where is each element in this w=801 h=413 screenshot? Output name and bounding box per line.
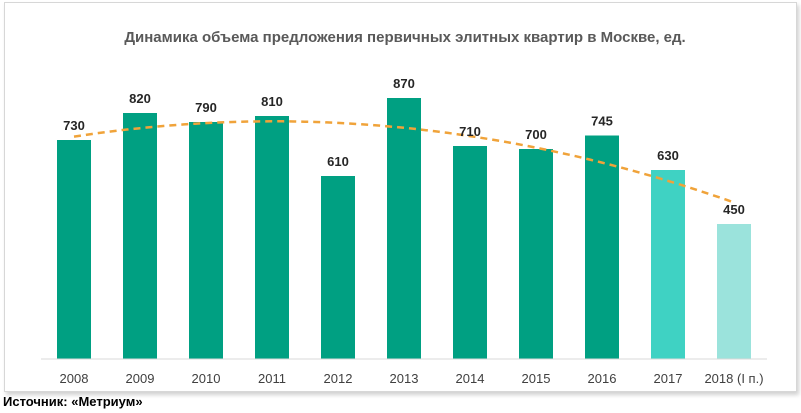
bar-2018	[717, 224, 751, 359]
value-label-2009: 820	[129, 91, 151, 106]
bar-2017	[651, 170, 685, 359]
bar-2015	[519, 149, 553, 359]
x-tick-label-2017: 2017	[654, 371, 683, 386]
value-label-2014: 710	[459, 124, 481, 139]
value-labels-group: 730 820 790 810 610 870 710 700 745 630 450	[63, 76, 745, 217]
source-note: Источник: «Метриум»	[3, 394, 143, 409]
bar-2011	[255, 116, 289, 359]
value-label-2015: 700	[525, 127, 547, 142]
bar-2012	[321, 176, 355, 359]
x-tick-label-2008: 2008	[60, 371, 89, 386]
bar-2013	[387, 98, 421, 359]
value-label-2018: 450	[723, 202, 745, 217]
x-tick-label-2014: 2014	[456, 371, 485, 386]
x-tick-labels-group: 2008 2009 2010 2011 2012 2013 2014 2015 2016 2017…	[60, 371, 764, 386]
value-label-2008: 730	[63, 118, 85, 133]
value-label-2017: 630	[657, 148, 679, 163]
x-tick-label-2016: 2016	[588, 371, 617, 386]
x-tick-label-2012: 2012	[324, 371, 353, 386]
x-tick-label-2011: 2011	[258, 371, 286, 386]
bar-chart: Динамика объема предложения первичных эл…	[41, 29, 767, 386]
chart-frame: Динамика объема предложения первичных эл…	[4, 2, 797, 392]
bar-2010	[189, 122, 223, 359]
trend-line	[73, 120, 735, 204]
bar-2016	[585, 135, 619, 359]
value-label-2010: 790	[195, 100, 217, 115]
bar-2008	[57, 140, 91, 359]
value-label-2012: 610	[327, 154, 349, 169]
x-tick-label-2013: 2013	[390, 371, 419, 386]
x-tick-label-2009: 2009	[126, 371, 155, 386]
bar-2009	[123, 113, 157, 359]
bars-group	[57, 98, 751, 359]
x-tick-label-2015: 2015	[522, 371, 551, 386]
value-label-2011: 810	[261, 94, 283, 109]
chart-title: Динамика объема предложения первичных эл…	[124, 29, 685, 46]
bar-2014	[453, 146, 487, 359]
x-tick-label-2010: 2010	[192, 371, 221, 386]
value-label-2016: 745	[591, 114, 613, 129]
value-label-2013: 870	[393, 76, 415, 91]
x-tick-label-2018: 2018 (I п.)	[704, 371, 763, 386]
